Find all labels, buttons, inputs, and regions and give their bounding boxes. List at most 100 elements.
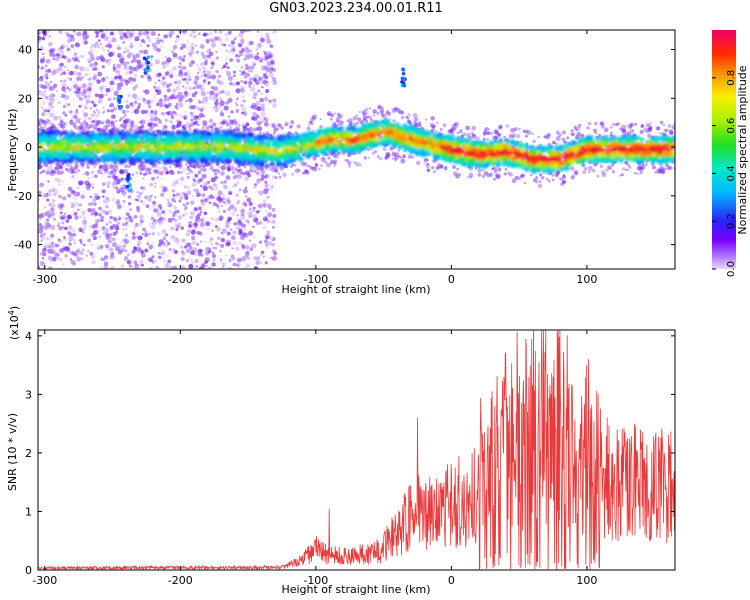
spectrogram-noise-cell — [43, 233, 47, 236]
spectrogram-noise-cell — [138, 49, 144, 54]
spectrogram-noise-cell — [45, 72, 49, 76]
spectrogram-noise-cell — [90, 48, 94, 52]
spectrogram-noise-cell — [184, 172, 189, 176]
spectrogram-noise-cell — [186, 249, 190, 253]
spectrogram-noise-cell — [199, 210, 203, 214]
spectrogram-noise-cell — [38, 35, 42, 41]
spectrogram-noise-cell — [53, 188, 59, 195]
spectrogram-halo-cell — [60, 170, 64, 174]
spectrogram-noise-cell — [271, 76, 277, 82]
spectrogram-halo-cell — [121, 170, 125, 173]
spectrogram-noise-cell — [73, 195, 78, 201]
spectrogram-noise-cell — [134, 66, 139, 72]
spectrogram-noise-cell — [146, 74, 151, 79]
spectrogram-noise-cell — [81, 83, 87, 89]
spectrogram-noise-cell — [150, 213, 154, 216]
spectrogram-noise-cell — [241, 111, 245, 115]
spectrogram-noise-cell — [267, 241, 272, 246]
spectrogram-noise-cell — [153, 181, 157, 185]
spectrogram-noise-cell — [48, 201, 52, 206]
spectrogram-noise-cell — [177, 65, 181, 69]
spectrogram-noise-cell — [132, 66, 137, 71]
spectrogram-noise-cell — [178, 163, 182, 168]
spectrogram-noise-cell — [270, 44, 274, 49]
spectrogram-halo-cell — [562, 179, 566, 184]
spectrogram-noise-cell — [244, 52, 249, 58]
spectrogram-noise-cell — [126, 53, 132, 59]
spectrogram-halo-cell — [318, 167, 321, 171]
spectrogram-noise-cell — [186, 82, 189, 85]
spectrogram-halo-cell — [161, 128, 165, 131]
spectrogram-noise-cell — [76, 185, 80, 190]
spectrogram-halo-cell — [92, 120, 95, 123]
spectrogram-noise-cell — [193, 96, 198, 100]
spectrogram-noise-cell — [243, 100, 246, 103]
spectrogram-noise-cell — [221, 193, 226, 198]
spectrogram-noise-cell — [38, 121, 41, 127]
spectrogram-noise-cell — [186, 74, 192, 80]
spectrogram-halo-cell — [430, 116, 435, 121]
spectrogram-noise-cell — [130, 60, 134, 64]
spectrogram-halo-cell — [482, 137, 486, 141]
spectrogram-noise-cell — [138, 64, 143, 69]
spectrogram-halo-cell — [456, 131, 460, 134]
spectrogram-noise-cell — [214, 246, 218, 250]
spectrogram-noise-cell — [191, 261, 194, 264]
spectrogram-noise-cell — [112, 178, 119, 184]
spectrogram-noise-cell — [138, 30, 144, 36]
spectrogram-noise-cell — [141, 232, 144, 236]
spectrogram-noise-cell — [167, 33, 171, 38]
spectrogram-noise-cell — [199, 108, 204, 112]
spectrogram-noise-cell — [208, 48, 212, 51]
spectrogram-noise-cell — [171, 181, 177, 187]
spectrogram-noise-cell — [105, 35, 110, 41]
spectrogram-noise-cell — [202, 32, 207, 37]
spectrogram-noise-cell — [58, 101, 61, 104]
spectrogram-noise-cell — [194, 258, 199, 263]
spectrogram-noise-cell — [267, 212, 273, 218]
spectrogram-noise-cell — [189, 210, 196, 216]
spectrogram-noise-cell — [228, 259, 232, 263]
spectrogram-halo-cell — [227, 168, 230, 172]
spectrogram-halo-cell — [543, 135, 546, 138]
spectrogram-noise-cell — [214, 175, 219, 180]
spectrogram-noise-cell — [43, 162, 49, 168]
spectrogram-noise-cell — [136, 240, 142, 246]
spectrogram-noise-cell — [149, 112, 155, 118]
spectrogram-noise-cell — [154, 196, 157, 199]
spectrogram-noise-cell — [210, 217, 215, 221]
spectrogram-halo-cell — [453, 122, 457, 126]
spectrogram-noise-cell — [119, 168, 124, 173]
spectrogram-halo-cell — [101, 121, 104, 125]
spectrogram-noise-cell — [162, 84, 166, 88]
spectrogram-noise-cell — [212, 182, 216, 187]
spectrogram-noise-cell — [130, 69, 135, 74]
spectrogram-noise-cell — [84, 66, 90, 72]
spectrogram-noise-cell — [45, 69, 49, 73]
spectrogram-noise-cell — [264, 122, 269, 128]
spectrogram-noise-cell — [150, 31, 156, 37]
spectrogram-noise-cell — [62, 226, 65, 229]
spectrogram-halo-cell — [187, 172, 190, 175]
spectrogram-halo-cell — [249, 165, 253, 169]
spectrogram-noise-cell — [228, 82, 231, 85]
spectrogram-noise-cell — [89, 106, 93, 110]
spectrogram-noise-cell — [260, 250, 265, 255]
spectrogram-noise-cell — [130, 123, 135, 129]
spectrogram-halo-cell — [406, 119, 411, 124]
spectrogram-noise-cell — [241, 106, 247, 112]
spectrogram-noise-cell — [101, 65, 105, 69]
spectrogram-noise-cell — [205, 251, 210, 256]
spectrogram-noise-cell — [191, 171, 195, 174]
spectrogram-noise-cell — [265, 76, 268, 79]
spectrogram-noise-cell — [238, 124, 241, 127]
spectrogram-noise-cell — [152, 85, 157, 89]
spectrogram-noise-cell — [218, 80, 224, 86]
spectrogram-noise-cell — [246, 256, 251, 260]
spectrogram-noise-cell — [269, 122, 274, 128]
spectrogram-noise-cell — [167, 217, 173, 223]
spectrogram-noise-cell — [240, 79, 244, 83]
spectrogram-noise-cell — [188, 163, 193, 168]
spectrogram-noise-cell — [110, 109, 114, 113]
spectrogram-noise-cell — [111, 252, 114, 255]
